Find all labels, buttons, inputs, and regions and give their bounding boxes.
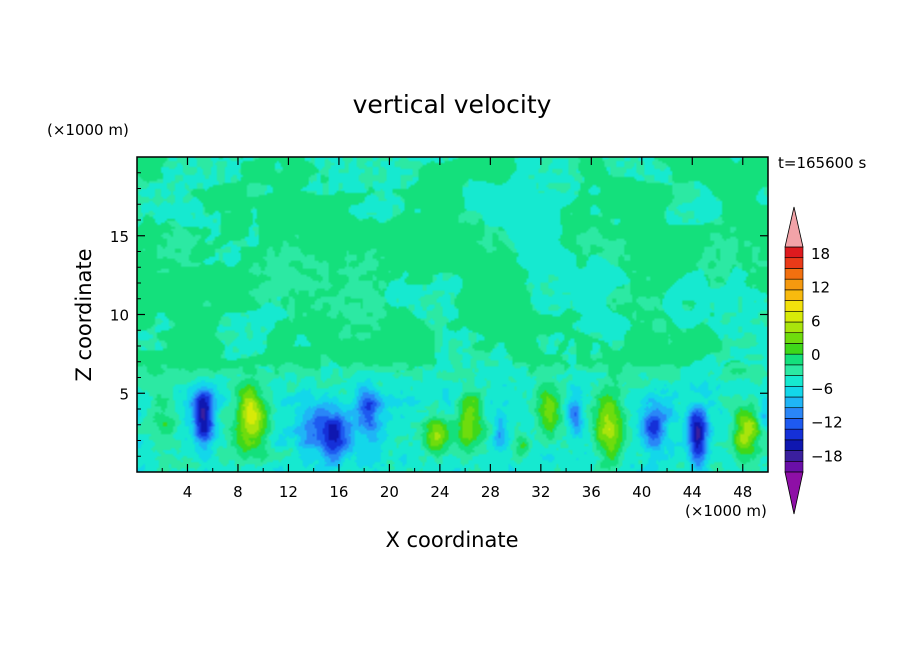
colorbar-under-triangle [784, 471, 804, 515]
colorbar-band [784, 268, 804, 280]
colorbar-band [784, 375, 804, 387]
colorbar-band [784, 353, 804, 366]
colorbar-band [784, 289, 804, 301]
colorbar-band [784, 310, 804, 323]
colorbar-band [784, 278, 804, 291]
colorbar-label: 0 [811, 346, 821, 364]
x-tick-label: 4 [183, 483, 193, 501]
colorbar-band [784, 439, 804, 451]
colorbar-band [784, 257, 804, 269]
x-tick-label: 8 [233, 483, 243, 501]
colorbar-band [784, 450, 804, 462]
colorbar: 18 12 6 0 −6 −12 −18 [784, 206, 843, 515]
colorbar-band [784, 407, 804, 419]
y-axis-title: Z coordinate [72, 248, 96, 381]
y-tick-label: 10 [110, 307, 129, 325]
colorbar-band [784, 428, 804, 441]
colorbar-band [784, 246, 804, 259]
y-axis-ticks: 5 10 15 [110, 172, 768, 457]
colorbar-band [784, 385, 804, 398]
x-tick-label: 20 [380, 483, 399, 501]
x-tick-label: 12 [279, 483, 298, 501]
colorbar-band [784, 343, 804, 355]
colorbar-band [784, 364, 804, 376]
x-tick-label: 32 [531, 483, 550, 501]
y-unit-label: (×1000 m) [47, 121, 129, 139]
chart-title: vertical velocity [353, 90, 552, 119]
x-tick-label: 24 [430, 483, 449, 501]
colorbar-band [784, 460, 804, 473]
colorbar-band [784, 418, 804, 430]
y-tick-label: 5 [119, 385, 129, 403]
x-tick-label: 36 [582, 483, 601, 501]
colorbar-band [784, 321, 804, 334]
x-tick-label: 40 [632, 483, 651, 501]
x-tick-label: 48 [733, 483, 752, 501]
velocity-field-image [137, 157, 768, 472]
x-tick-label: 16 [329, 483, 348, 501]
colorbar-band [784, 300, 804, 312]
colorbar-label: 12 [811, 279, 830, 297]
colorbar-label: 6 [811, 312, 821, 330]
colorbar-label: 18 [811, 245, 830, 263]
x-tick-label: 28 [481, 483, 500, 501]
colorbar-band [784, 396, 804, 409]
x-axis-title: X coordinate [385, 528, 518, 552]
colorbar-label: −6 [811, 380, 833, 398]
x-unit-label: (×1000 m) [685, 502, 767, 520]
time-label: t=165600 s [778, 154, 866, 172]
colorbar-band [784, 332, 804, 344]
colorbar-over-triangle [784, 206, 804, 248]
colorbar-label: −12 [811, 414, 843, 432]
x-axis-ticks: 4 8 12 16 20 24 28 32 36 40 44 48 [161, 157, 752, 501]
y-tick-label: 15 [110, 228, 129, 246]
x-tick-label: 44 [683, 483, 702, 501]
colorbar-label: −18 [811, 447, 843, 465]
